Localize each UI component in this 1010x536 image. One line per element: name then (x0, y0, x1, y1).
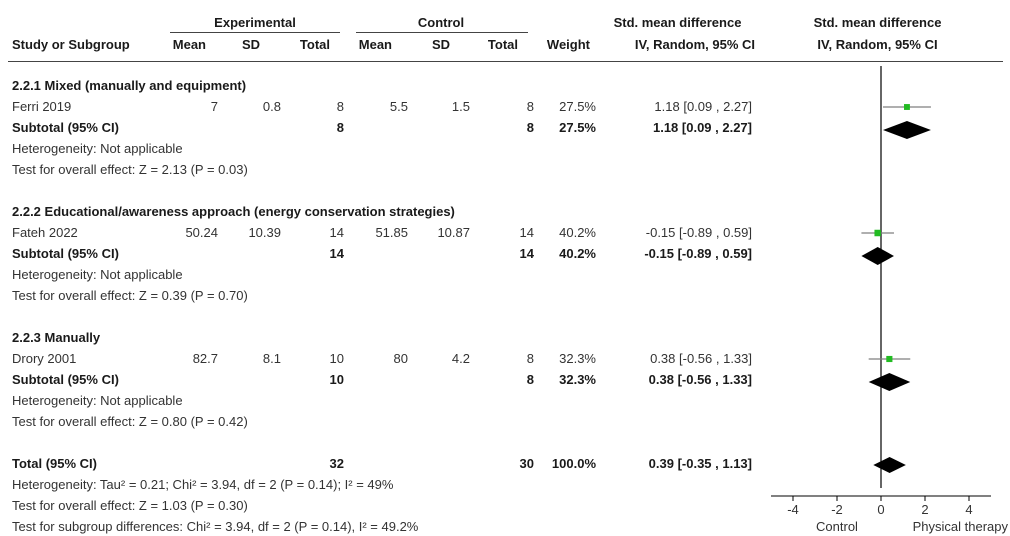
ctl-sd: 1.5 (451, 99, 470, 114)
weight: 40.2% (559, 225, 596, 240)
exp-sd-header: SD (241, 37, 260, 52)
x-tick-label: 4 (965, 502, 972, 517)
exp-total-header: Total (299, 37, 330, 52)
subgroup-title: 2.2.2 Educational/awareness approach (en… (12, 204, 455, 219)
ctl-sd: 10.87 (437, 225, 470, 240)
x-tick-label: 0 (877, 502, 884, 517)
overall-effect-text: Test for overall effect: Z = 0.39 (P = 0… (12, 288, 248, 303)
smd-header-table: Std. mean difference (613, 15, 742, 30)
subtotal-exp-total: 10 (329, 372, 344, 387)
total-heterogeneity-text: Heterogeneity: Tau² = 0.21; Chi² = 3.94,… (12, 477, 394, 492)
overall-effect-text: Test for overall effect: Z = 0.80 (P = 0… (12, 414, 248, 429)
subgroup-differences-text: Test for subgroup differences: Chi² = 3.… (12, 519, 419, 534)
exp-sd: 10.39 (248, 225, 281, 240)
method-header-plot: IV, Random, 95% CI (817, 37, 938, 52)
favours-right-label: Physical therapy (913, 519, 1009, 534)
ctl-sd-header: SD (431, 37, 450, 52)
ctl-mean: 80 (393, 351, 408, 366)
subtotal-ci: 0.38 [-0.56 , 1.33] (648, 372, 752, 387)
total-weight: 100.0% (551, 456, 596, 471)
ctl-sd: 4.2 (451, 351, 470, 366)
subtotal-diamond (868, 373, 911, 391)
study-marker (886, 355, 893, 363)
x-tick-label: 2 (921, 502, 928, 517)
study-name: Fateh 2022 (12, 225, 78, 240)
subtotal-ctl-total: 8 (526, 372, 534, 387)
experimental-header-rule (170, 32, 340, 33)
ctl-mean: 5.5 (389, 99, 408, 114)
total-ci: 0.39 [-0.35 , 1.13] (648, 456, 752, 471)
total-label: Total (95% CI) (12, 456, 97, 471)
subtotal-label: Subtotal (95% CI) (12, 120, 119, 135)
total-overall-effect-text: Test for overall effect: Z = 1.03 (P = 0… (12, 498, 248, 513)
study-marker (874, 229, 881, 237)
experimental-group-header: Experimental (214, 15, 296, 30)
method-header-table: IV, Random, 95% CI (634, 37, 755, 52)
ctl-mean-header: Mean (358, 37, 392, 52)
ctl-mean: 51.85 (375, 225, 408, 240)
subtotal-label: Subtotal (95% CI) (12, 372, 119, 387)
weight: 27.5% (559, 99, 596, 114)
exp-total: 14 (329, 225, 344, 240)
weight-header: Weight (546, 37, 590, 52)
total-diamond (873, 457, 906, 473)
favours-left-label: Control (816, 519, 858, 534)
ctl-total-header: Total (487, 37, 518, 52)
subtotal-label: Subtotal (95% CI) (12, 246, 119, 261)
subtotal-ctl-total: 14 (519, 246, 534, 261)
overall-effect-text: Test for overall effect: Z = 2.13 (P = 0… (12, 162, 248, 177)
subtotal-exp-total: 8 (336, 120, 344, 135)
x-tick-label: -2 (831, 502, 843, 517)
subtotal-weight: 27.5% (559, 120, 596, 135)
subtotal-weight: 32.3% (559, 372, 596, 387)
exp-mean: 50.24 (185, 225, 218, 240)
study-ci: 1.18 [0.09 , 2.27] (654, 99, 752, 114)
heterogeneity-text: Heterogeneity: Not applicable (12, 393, 183, 408)
exp-mean: 7 (210, 99, 218, 114)
ctl-total: 8 (526, 99, 534, 114)
weight: 32.3% (559, 351, 596, 366)
study-column-header: Study or Subgroup (12, 37, 130, 52)
exp-mean: 82.7 (192, 351, 218, 366)
subtotal-weight: 40.2% (559, 246, 596, 261)
study-name: Ferri 2019 (12, 99, 72, 114)
total-ctl-total: 30 (519, 456, 534, 471)
heterogeneity-text: Heterogeneity: Not applicable (12, 267, 183, 282)
control-group-header: Control (417, 15, 465, 30)
study-name: Drory 2001 (12, 351, 77, 366)
subtotal-diamond (882, 121, 931, 139)
subtotal-ci: -0.15 [-0.89 , 0.59] (644, 246, 752, 261)
subgroup-title: 2.2.3 Manually (12, 330, 101, 345)
x-tick-label: -4 (787, 502, 799, 517)
exp-total: 8 (336, 99, 344, 114)
header-bottom-rule (8, 61, 1003, 62)
study-marker (904, 104, 910, 110)
heterogeneity-text: Heterogeneity: Not applicable (12, 141, 183, 156)
ctl-total: 8 (526, 351, 534, 366)
total-exp-total: 32 (329, 456, 344, 471)
study-ci: -0.15 [-0.89 , 0.59] (645, 225, 752, 240)
subtotal-exp-total: 14 (329, 246, 344, 261)
exp-total: 10 (329, 351, 344, 366)
smd-header-plot: Std. mean difference (813, 15, 942, 30)
subtotal-ci: 1.18 [0.09 , 2.27] (652, 120, 752, 135)
subgroup-title: 2.2.1 Mixed (manually and equipment) (12, 78, 247, 93)
exp-sd: 0.8 (262, 99, 281, 114)
exp-sd: 8.1 (262, 351, 281, 366)
control-header-rule (356, 32, 528, 33)
ctl-total: 14 (519, 225, 534, 240)
exp-mean-header: Mean (172, 37, 206, 52)
subtotal-diamond (861, 247, 894, 265)
subtotal-ctl-total: 8 (526, 120, 534, 135)
study-ci: 0.38 [-0.56 , 1.33] (650, 351, 752, 366)
